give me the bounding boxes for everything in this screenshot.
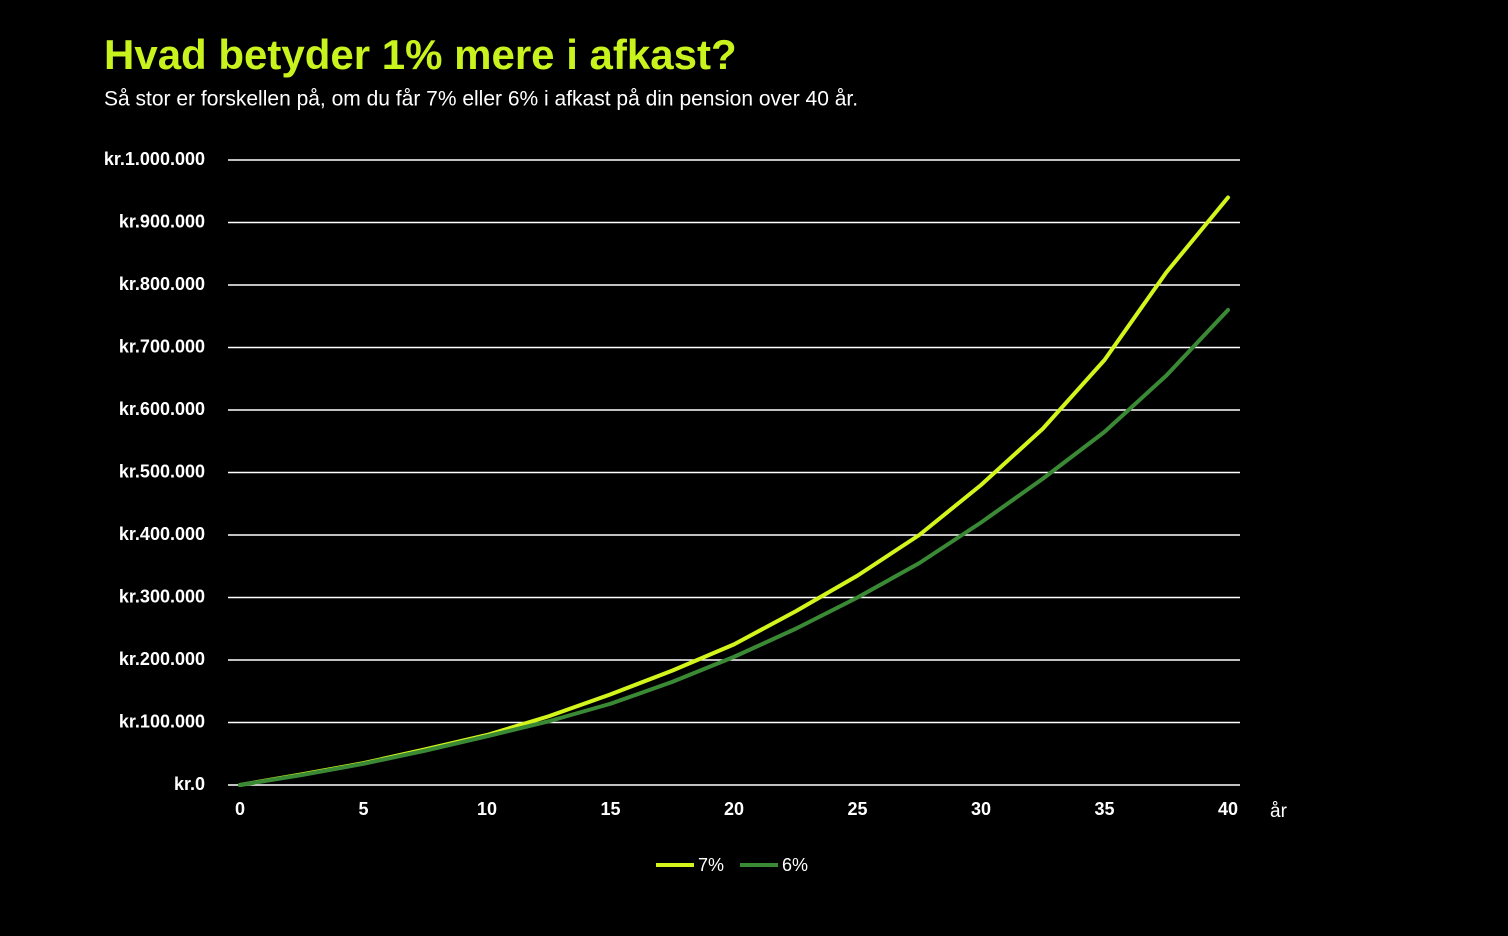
- y-tick-label: kr.800.000: [119, 274, 205, 294]
- x-tick-label: 10: [477, 799, 497, 819]
- legend-label: 6%: [782, 855, 808, 875]
- y-tick-label: kr.1.000.000: [104, 149, 205, 169]
- chart-subtitle: Så stor er forskellen på, om du får 7% e…: [104, 88, 858, 111]
- x-tick-label: 5: [358, 799, 368, 819]
- y-tick-label: kr.700.000: [119, 336, 205, 356]
- y-tick-label: kr.100.000: [119, 711, 205, 731]
- x-axis-label: år: [1270, 801, 1288, 822]
- chart-title: Hvad betyder 1% mere i afkast?: [104, 31, 737, 78]
- y-tick-label: kr.600.000: [119, 399, 205, 419]
- x-tick-label: 25: [847, 799, 867, 819]
- y-tick-label: kr.0: [174, 774, 205, 794]
- y-tick-label: kr.300.000: [119, 586, 205, 606]
- y-tick-label: kr.900.000: [119, 211, 205, 231]
- y-tick-label: kr.200.000: [119, 649, 205, 669]
- y-tick-label: kr.500.000: [119, 461, 205, 481]
- x-tick-label: 15: [600, 799, 620, 819]
- x-tick-label: 20: [724, 799, 744, 819]
- line: [238, 308, 1230, 787]
- x-tick-label: 30: [971, 799, 991, 819]
- x-tick-label: 40: [1218, 799, 1238, 819]
- y-tick-label: kr.400.000: [119, 524, 205, 544]
- x-tick-label: 0: [235, 799, 245, 819]
- x-tick-label: 35: [1094, 799, 1114, 819]
- legend-label: 7%: [698, 855, 724, 875]
